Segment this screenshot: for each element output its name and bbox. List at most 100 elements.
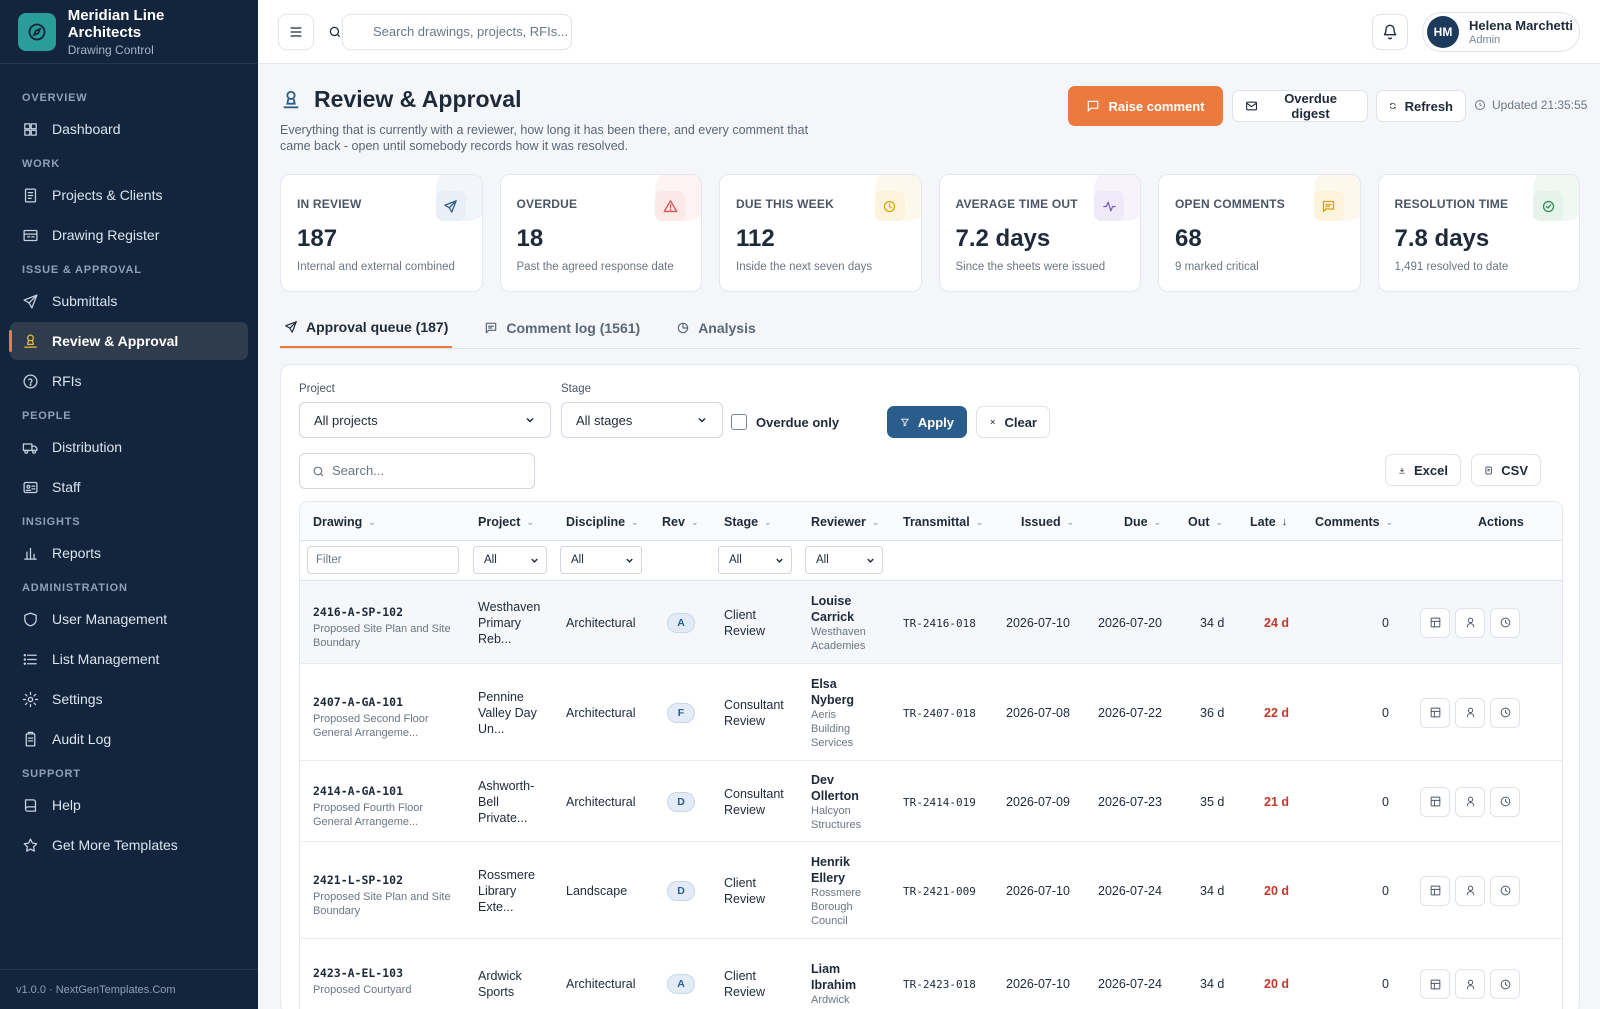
view-sheet-button[interactable] (1420, 969, 1450, 999)
sidebar-item-dashboard[interactable]: Dashboard (10, 110, 248, 148)
reassign-reviewer-button[interactable] (1455, 607, 1485, 638)
sidebar-item-audit-log[interactable]: Audit Log (10, 720, 248, 758)
view-sheet-button[interactable] (1420, 697, 1450, 728)
project-select[interactable]: All projects (299, 402, 551, 438)
kpi-card-due-this-week: DUE THIS WEEK 112 Inside the next seven da… (719, 174, 922, 292)
reassign-reviewer-button[interactable] (1455, 969, 1485, 999)
sidebar-item-submittals[interactable]: Submittals (10, 282, 248, 320)
history-button[interactable] (1490, 969, 1520, 999)
column-header-due[interactable]: Due ⌄ (1124, 515, 1162, 529)
table-row[interactable]: 2414-A-GA-101 Proposed Fourth Floor Gener… (300, 761, 1562, 842)
due-cell: 2026-07-24 (1098, 977, 1162, 991)
notifications-button[interactable] (1372, 14, 1408, 50)
brand[interactable]: Meridian Line Architects Drawing Control (0, 0, 258, 64)
reassign-reviewer-button[interactable] (1455, 786, 1485, 817)
kpi-card-overdue: OVERDUE 18 Past the agreed response date (499, 174, 702, 292)
transmittal-cell: TR-2423-018 (903, 978, 976, 991)
table-row[interactable]: 2407-A-GA-101 Proposed Second Floor Gener… (300, 664, 1562, 761)
discipline-column-filter[interactable]: All (560, 546, 642, 574)
global-search-input[interactable]: Search drawings, projects, RFIs... (342, 14, 572, 50)
last-updated: Updated 21:35:55 (1474, 98, 1587, 112)
overdue-digest-button[interactable]: Overdue digest (1232, 90, 1368, 122)
kpi-label: RESOLUTION TIME (1394, 197, 1509, 211)
overdue-only-checkbox[interactable]: Overdue only (731, 414, 839, 430)
table-row[interactable]: 2421-L-SP-102 Proposed Site Plan and Site… (300, 842, 1562, 939)
sidebar-item-distribution[interactable]: Distribution (10, 428, 248, 466)
column-header-late[interactable]: Late ↓ (1250, 515, 1288, 529)
column-header-actions: Actions (1478, 515, 1524, 529)
sidebar-item-projects-and-clients[interactable]: Projects & Clients (10, 176, 248, 214)
stage-select[interactable]: All stages (561, 402, 723, 438)
nav-section-overview: OVERVIEW (22, 92, 88, 104)
dashboard-icon (24, 122, 37, 136)
sidebar-item-list-management[interactable]: List Management (10, 640, 248, 678)
table-header: Drawing ⌄ Project ⌄ Discipline ⌄ Rev ⌄ Stage ⌄ Rev… (300, 502, 1562, 541)
column-header-rev[interactable]: Rev ⌄ (662, 515, 699, 529)
project-column-filter[interactable]: All (473, 546, 547, 574)
column-header-drawing[interactable]: Drawing ⌄ (313, 515, 376, 529)
tab-approval-queue[interactable]: Approval queue (187) (280, 308, 453, 348)
filter-icon (900, 418, 910, 426)
user-icon (1466, 979, 1474, 989)
refresh-button[interactable]: Refresh (1376, 90, 1466, 122)
reassign-reviewer-button[interactable] (1455, 875, 1485, 906)
menu-toggle-button[interactable] (278, 14, 314, 50)
sidebar-item-help[interactable]: Help (10, 786, 248, 824)
tab-analysis[interactable]: Analysis (672, 308, 760, 348)
check-circle-icon (1542, 200, 1554, 212)
history-button[interactable] (1490, 697, 1520, 728)
view-sheet-button[interactable] (1420, 786, 1450, 817)
column-header-comments[interactable]: Comments ⌄ (1315, 515, 1394, 529)
sidebar-item-reports[interactable]: Reports (10, 534, 248, 572)
kpi-card-resolution-time: RESOLUTION TIME 7.8 days 1,491 resolved to… (1377, 174, 1580, 292)
tab-comment-log[interactable]: Comment log (1561) (480, 308, 644, 348)
history-button[interactable] (1490, 875, 1520, 906)
user-menu[interactable]: HM Helena Marchetti Admin (1422, 12, 1580, 52)
column-header-transmittal[interactable]: Transmittal ⌄ (903, 515, 984, 529)
stamp-icon (24, 333, 37, 348)
export-csv-button[interactable]: CSV (1471, 454, 1541, 486)
table-search-input[interactable]: Search... (299, 453, 535, 489)
reassign-reviewer-button[interactable] (1455, 697, 1485, 728)
late-cell: 20 d (1264, 883, 1290, 898)
export-excel-button[interactable]: Excel (1385, 454, 1461, 486)
column-header-project[interactable]: Project ⌄ (478, 515, 534, 529)
column-header-reviewer[interactable]: Reviewer ⌄ (811, 515, 880, 529)
clear-button[interactable]: Clear (976, 406, 1050, 438)
table-row[interactable]: 2423-A-EL-103 Proposed Courtyard Ardwick Sp… (300, 939, 1562, 1009)
reviewer-column-filter[interactable]: All (805, 546, 883, 574)
history-button[interactable] (1490, 607, 1520, 638)
sidebar-item-drawing-register[interactable]: Drawing Register (10, 216, 248, 254)
transmittal-cell: TR-2421-009 (903, 884, 976, 898)
view-sheet-button[interactable] (1420, 607, 1450, 638)
column-header-issued[interactable]: Issued ⌄ (1021, 515, 1075, 529)
history-button[interactable] (1490, 786, 1520, 817)
sidebar-footer: v1.0.0 · NextGenTemplates.Com (0, 969, 258, 1009)
reviewer-cell: Liam Ibrahim Ardwick (811, 962, 857, 1006)
raise-comment-button[interactable]: Raise comment (1068, 86, 1223, 126)
hamburger-icon (290, 27, 302, 37)
stage-column-filter[interactable]: All (718, 546, 792, 574)
sidebar-item-label: Projects & Clients (52, 187, 163, 203)
sidebar-item-review-and-approval[interactable]: Review & Approval (9, 322, 248, 360)
column-header-stage[interactable]: Stage ⌄ (724, 515, 772, 529)
column-header-out[interactable]: Out ⌄ (1188, 515, 1224, 529)
apply-button[interactable]: Apply (887, 406, 967, 438)
view-sheet-button[interactable] (1420, 875, 1450, 906)
sidebar-item-rfis[interactable]: RFIs (10, 362, 248, 400)
stamp-icon (283, 90, 299, 108)
page-header: Review & Approval Everything that is cur… (280, 86, 810, 154)
sidebar-item-get-more-templates[interactable]: Get More Templates (10, 826, 248, 864)
late-cell: 21 d (1264, 794, 1290, 809)
drawing-filter-input[interactable]: Filter (307, 546, 459, 574)
kpi-card-open-comments: OPEN COMMENTS 68 9 marked critical (1158, 174, 1361, 292)
column-header-discipline[interactable]: Discipline ⌄ (566, 515, 639, 529)
user-role: Admin (1469, 34, 1501, 46)
table-row[interactable]: 2416-A-SP-102 Proposed Site Plan and Site… (300, 581, 1562, 664)
stage-filter-label: Stage (561, 383, 592, 395)
sidebar-item-settings[interactable]: Settings (10, 680, 248, 718)
out-cell: 34 d (1200, 883, 1225, 898)
sidebar-item-user-management[interactable]: User Management (10, 600, 248, 638)
sidebar-item-staff[interactable]: Staff (10, 468, 248, 506)
transmittal-cell: TR-2416-018 (903, 616, 976, 630)
